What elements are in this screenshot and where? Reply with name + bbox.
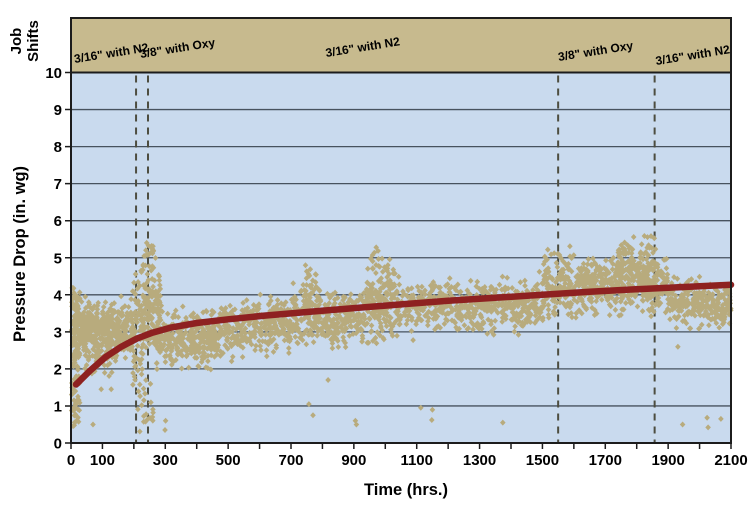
job-shifts-band	[70, 17, 732, 74]
y-tick-label: 7	[54, 176, 62, 193]
x-tick-label: 500	[216, 452, 241, 469]
y-tick-label: 10	[45, 65, 62, 82]
y-tick-label: 5	[54, 250, 62, 267]
y-tick-label: 0	[54, 436, 62, 453]
job-shifts-axis-label-line2: Shifts	[24, 20, 42, 62]
scatter-points	[68, 233, 734, 435]
x-tick-label: 1300	[463, 452, 496, 469]
x-tick-label: 1900	[651, 452, 684, 469]
y-axis-label: Pressure Drop (in. wg)	[11, 165, 29, 342]
y-axis-ticks	[65, 71, 71, 444]
x-axis-ticks	[70, 443, 732, 449]
job-shifts-axis-label: Job Shifts	[8, 20, 43, 62]
y-tick-label: 1	[54, 398, 62, 415]
y-tick-label: 6	[54, 213, 62, 230]
y-tick-label: 4	[54, 287, 63, 304]
y-tick-label: 9	[54, 102, 62, 119]
x-axis-label: Time (hrs.)	[363, 481, 449, 499]
y-tick-label: 2	[54, 361, 62, 378]
trend-line	[72, 281, 735, 388]
x-tick-label: 300	[153, 452, 178, 469]
x-tick-label: 2100	[714, 452, 747, 469]
job-shifts-axis-label-line1: Job	[8, 27, 25, 55]
x-tick-label: 1100	[400, 452, 433, 469]
x-tick-label: 100	[90, 452, 115, 469]
y-tick-label: 3	[54, 324, 62, 341]
x-tick-label: 0	[67, 452, 75, 469]
x-tick-label: 1700	[589, 452, 622, 469]
x-tick-label: 1500	[526, 452, 559, 469]
x-tick-label: 900	[341, 452, 366, 469]
y-tick-label: 8	[54, 139, 62, 156]
x-tick-label: 700	[278, 452, 303, 469]
